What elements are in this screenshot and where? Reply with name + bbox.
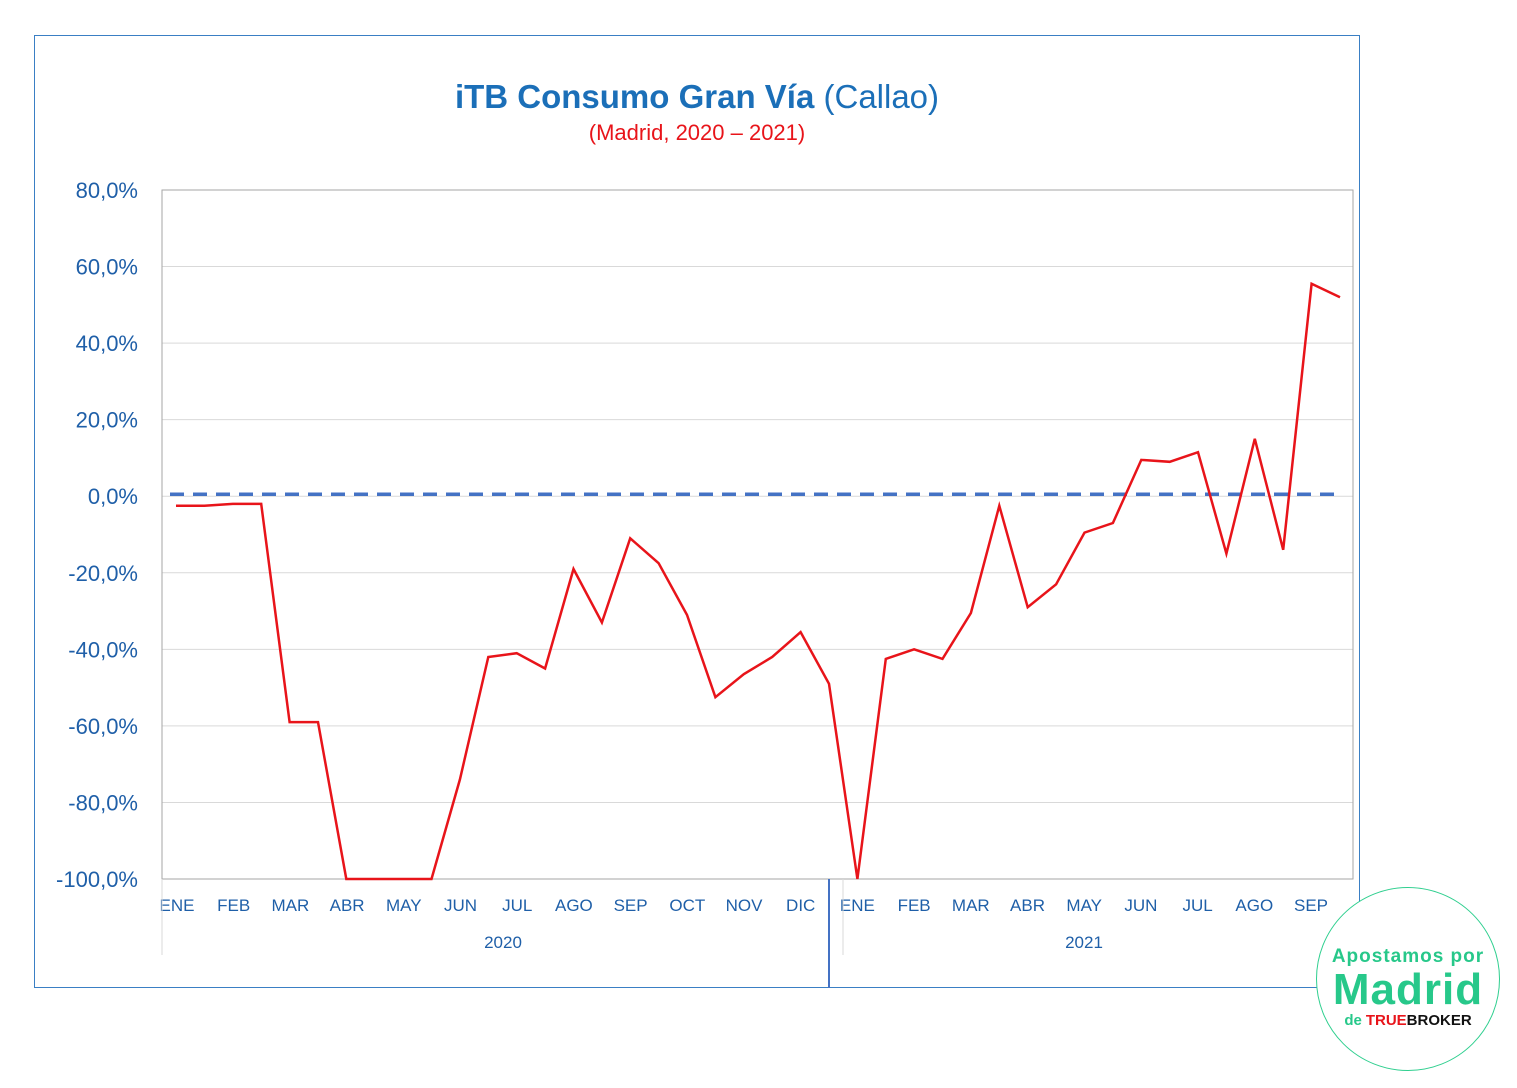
chart-title-main: iTB Consumo Gran Vía <box>454 78 815 115</box>
chart-subtitle: (Madrid, 2020 – 2021) <box>588 120 806 145</box>
x-tick-month: ABR <box>1010 896 1045 915</box>
x-tick-month: SEP <box>1294 896 1328 915</box>
y-tick-label: 40,0% <box>76 331 138 356</box>
x-tick-month: ENE <box>840 896 875 915</box>
logo-tagline: Apostamos por <box>1331 946 1485 967</box>
logo-de: de <box>1344 1012 1362 1029</box>
x-tick-month: OCT <box>669 896 705 915</box>
y-tick-label: -100,0% <box>56 867 138 892</box>
x-tick-month: JUL <box>502 896 532 915</box>
brand-logo: Apostamos por Madrid de TRUEBROKER <box>1316 887 1500 1071</box>
x-year-label: 2020 <box>484 933 522 952</box>
y-tick-label: -60,0% <box>68 714 138 739</box>
x-tick-month: JUN <box>1124 896 1157 915</box>
x-tick-month: DIC <box>786 896 815 915</box>
logo-brand: de TRUEBROKER <box>1317 1012 1499 1029</box>
x-tick-month: MAR <box>272 896 310 915</box>
series-line <box>176 281 1341 881</box>
logo-true: TRUE <box>1365 1012 1407 1029</box>
x-tick-month: ABR <box>330 896 365 915</box>
x-tick-month: MAY <box>1066 896 1102 915</box>
y-tick-label: -20,0% <box>68 561 138 586</box>
chart-title-suffix: (Callao) <box>814 78 940 115</box>
y-tick-label: -40,0% <box>68 637 138 662</box>
chart-title-block: iTB Consumo Gran Vía (Callao) (Madrid, 2… <box>34 78 1360 146</box>
x-tick-month: MAR <box>952 896 990 915</box>
x-tick-month: JUL <box>1182 896 1212 915</box>
x-tick-month: SEP <box>614 896 648 915</box>
x-tick-month: MAY <box>386 896 422 915</box>
logo-broker: BROKER <box>1406 1012 1472 1029</box>
y-tick-label: 80,0% <box>76 178 138 203</box>
x-tick-month: FEB <box>898 896 931 915</box>
x-tick-month: JUN <box>444 896 477 915</box>
logo-city: Madrid <box>1332 965 1484 1014</box>
x-tick-month: AGO <box>1235 896 1273 915</box>
y-tick-label: 20,0% <box>76 408 138 433</box>
x-tick-month: NOV <box>726 896 764 915</box>
x-tick-month: FEB <box>217 896 250 915</box>
chart-title: iTB Consumo Gran Vía (Callao) <box>34 78 1360 116</box>
x-tick-month: ENE <box>160 896 195 915</box>
plot-area <box>161 189 1354 880</box>
y-tick-label: 0,0% <box>88 484 138 509</box>
chart-frame <box>34 35 1360 988</box>
y-tick-label: 60,0% <box>76 255 138 280</box>
x-tick-month: AGO <box>555 896 593 915</box>
y-tick-label: -80,0% <box>68 790 138 815</box>
x-year-label: 2021 <box>1065 933 1103 952</box>
